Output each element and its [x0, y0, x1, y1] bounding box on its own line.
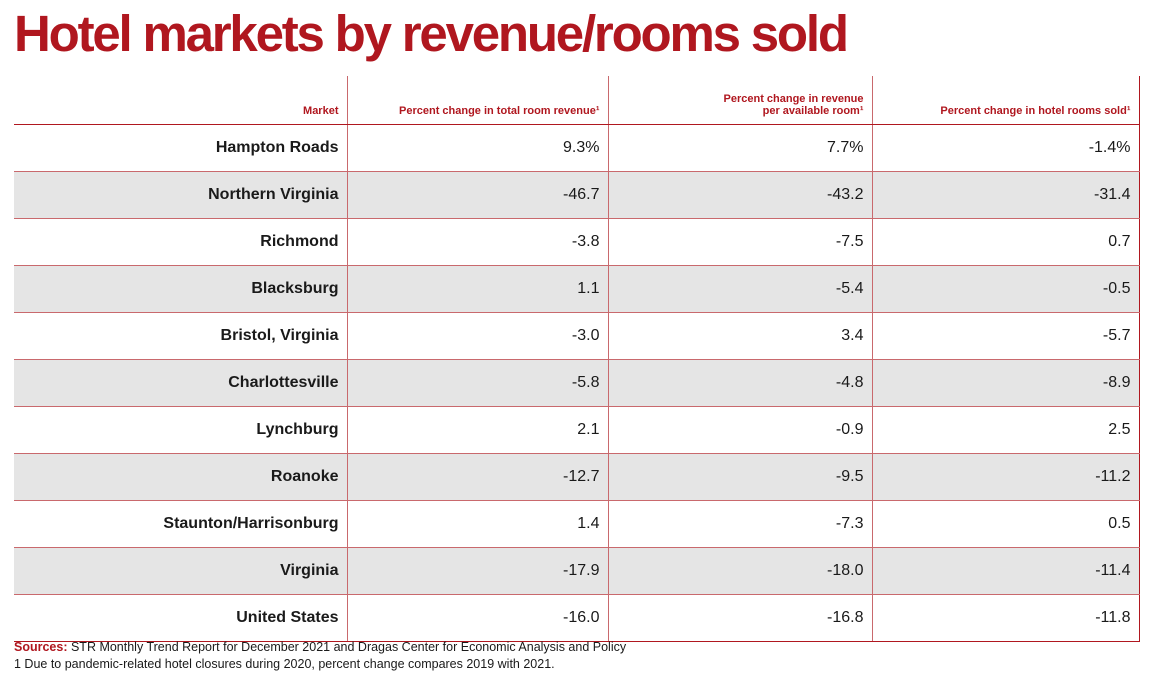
- market-name-cell: Hampton Roads: [14, 124, 347, 172]
- table-header-row: Market Percent change in total room reve…: [14, 76, 1140, 125]
- total-room-revenue-cell: -3.8: [346, 218, 608, 266]
- total-room-revenue-cell: -5.8: [346, 359, 608, 407]
- total-room-revenue-cell: -46.7: [346, 171, 608, 219]
- rooms-sold-cell: -11.2: [871, 453, 1140, 501]
- market-name-cell: Bristol, Virginia: [14, 312, 347, 360]
- rooms-sold-cell: 2.5: [871, 406, 1140, 454]
- total-room-revenue-cell: -12.7: [346, 453, 608, 501]
- chart-title: Hotel markets by revenue/rooms sold: [14, 5, 849, 62]
- revpar-cell: -18.0: [607, 547, 872, 595]
- table-row: Hampton Roads 9.3% 7.7% -1.4%: [14, 124, 1140, 172]
- column-header-revpar-text: Percent change in revenue per available …: [723, 93, 864, 117]
- rooms-sold-cell: -31.4: [871, 171, 1140, 219]
- market-name-cell: Richmond: [14, 218, 347, 266]
- total-room-revenue-cell: -3.0: [346, 312, 608, 360]
- column-header-total-room-revenue: Percent change in total room revenue¹: [346, 76, 608, 125]
- rooms-sold-cell: -11.4: [871, 547, 1140, 595]
- sources-text: STR Monthly Trend Report for December 20…: [67, 640, 627, 654]
- total-room-revenue-cell: -16.0: [346, 594, 608, 642]
- table-row: Roanoke -12.7 -9.5 -11.2: [14, 453, 1140, 501]
- revpar-cell: -16.8: [607, 594, 872, 642]
- rooms-sold-cell: 0.7: [871, 218, 1140, 266]
- footnotes: Sources: STR Monthly Trend Report for De…: [14, 639, 626, 673]
- market-name-cell: Northern Virginia: [14, 171, 347, 219]
- table-row: Blacksburg 1.1 -5.4 -0.5: [14, 265, 1140, 313]
- revpar-cell: -9.5: [607, 453, 872, 501]
- revpar-cell: 3.4: [607, 312, 872, 360]
- revpar-cell: -43.2: [607, 171, 872, 219]
- table-row: Virginia -17.9 -18.0 -11.4: [14, 547, 1140, 595]
- sources-line: Sources: STR Monthly Trend Report for De…: [14, 639, 626, 656]
- column-header-rooms-sold: Percent change in hotel rooms sold¹: [871, 76, 1140, 125]
- hotel-markets-table: Market Percent change in total room reve…: [14, 76, 1140, 642]
- rooms-sold-cell: -11.8: [871, 594, 1140, 642]
- revpar-cell: -0.9: [607, 406, 872, 454]
- total-room-revenue-cell: 1.4: [346, 500, 608, 548]
- revpar-cell: -7.5: [607, 218, 872, 266]
- table-row: Lynchburg 2.1 -0.9 2.5: [14, 406, 1140, 454]
- market-name-cell: Charlottesville: [14, 359, 347, 407]
- table-row: Bristol, Virginia -3.0 3.4 -5.7: [14, 312, 1140, 360]
- data-table-container: Market Percent change in total room reve…: [14, 76, 1140, 642]
- table-row: Northern Virginia -46.7 -43.2 -31.4: [14, 171, 1140, 219]
- market-name-cell: Lynchburg: [14, 406, 347, 454]
- table-row: Richmond -3.8 -7.5 0.7: [14, 218, 1140, 266]
- total-room-revenue-cell: 1.1: [346, 265, 608, 313]
- total-room-revenue-cell: -17.9: [346, 547, 608, 595]
- rooms-sold-cell: -8.9: [871, 359, 1140, 407]
- revpar-cell: -4.8: [607, 359, 872, 407]
- total-room-revenue-cell: 2.1: [346, 406, 608, 454]
- table-row: United States -16.0 -16.8 -11.8: [14, 594, 1140, 642]
- column-header-revpar: Percent change in revenue per available …: [607, 76, 872, 125]
- market-name-cell: Roanoke: [14, 453, 347, 501]
- market-name-cell: United States: [14, 594, 347, 642]
- total-room-revenue-cell: 9.3%: [346, 124, 608, 172]
- footnote-1: 1 Due to pandemic-related hotel closures…: [14, 657, 555, 671]
- table-body: Hampton Roads 9.3% 7.7% -1.4% Northern Virgi…: [14, 124, 1140, 642]
- rooms-sold-cell: -0.5: [871, 265, 1140, 313]
- sources-label: Sources:: [14, 640, 68, 654]
- revpar-cell: 7.7%: [607, 124, 872, 172]
- market-name-cell: Virginia: [14, 547, 347, 595]
- rooms-sold-cell: -1.4%: [871, 124, 1140, 172]
- table-row: Charlottesville -5.8 -4.8 -8.9: [14, 359, 1140, 407]
- rooms-sold-cell: 0.5: [871, 500, 1140, 548]
- market-name-cell: Blacksburg: [14, 265, 347, 313]
- revpar-cell: -5.4: [607, 265, 872, 313]
- market-name-cell: Staunton/Harrisonburg: [14, 500, 347, 548]
- column-header-market: Market: [14, 76, 347, 125]
- table-row: Staunton/Harrisonburg 1.4 -7.3 0.5: [14, 500, 1140, 548]
- revpar-cell: -7.3: [607, 500, 872, 548]
- rooms-sold-cell: -5.7: [871, 312, 1140, 360]
